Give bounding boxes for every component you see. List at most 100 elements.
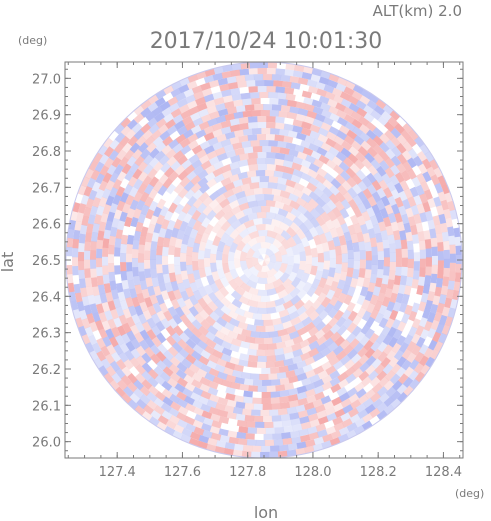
radar-gate	[323, 337, 335, 348]
radar-gate	[265, 212, 277, 220]
radar-gate	[415, 336, 426, 348]
radar-gate	[206, 209, 217, 221]
radar-gate	[212, 167, 224, 178]
radar-gate	[176, 398, 188, 409]
radar-gate	[329, 295, 339, 307]
radar-gate	[239, 302, 251, 312]
radar-gate	[257, 258, 264, 263]
radar-gate	[241, 140, 252, 149]
radar-gate	[158, 154, 170, 166]
radar-gate	[238, 228, 250, 239]
radar-gate	[226, 302, 238, 313]
radar-gate	[66, 246, 73, 257]
radar-gate	[362, 277, 371, 288]
radar-gate	[288, 375, 299, 384]
y-tick-label: 26.6	[32, 218, 61, 233]
radar-gate	[407, 168, 417, 180]
radar-gate	[255, 79, 265, 87]
radar-gate	[148, 157, 160, 168]
radar-gate	[137, 142, 149, 153]
radar-gate	[216, 358, 228, 368]
radar-gate	[408, 370, 419, 381]
radar-gate	[432, 295, 441, 306]
radar-gate	[129, 162, 140, 174]
radar-gate	[432, 215, 441, 226]
radar-gate	[107, 253, 115, 264]
radar-gate	[427, 327, 437, 339]
radar-gate	[238, 295, 250, 306]
radar-gate	[330, 331, 342, 343]
radar-gate	[181, 428, 193, 438]
radar-gate	[236, 419, 247, 428]
radar-gate	[239, 340, 251, 349]
radar-gate	[304, 264, 312, 275]
radar-gate	[419, 193, 429, 204]
radar-gate	[187, 205, 198, 216]
radar-gate	[308, 326, 320, 337]
radar-gate	[287, 443, 298, 451]
radar-gate	[111, 372, 122, 384]
radar-gate	[99, 153, 110, 165]
radar-gate	[328, 391, 340, 401]
radar-gate	[300, 351, 311, 361]
radar-gate	[374, 363, 385, 375]
radar-gate	[216, 259, 223, 270]
radar-gate	[251, 367, 262, 374]
radar-gate	[357, 409, 369, 420]
radar-gate	[102, 137, 114, 149]
radar-gate	[336, 364, 348, 376]
radar-gate	[266, 300, 277, 308]
radar-gate	[198, 325, 209, 336]
radar-gate	[253, 104, 264, 111]
radar-gate	[336, 130, 348, 141]
radar-gate	[282, 160, 294, 169]
radar-gate	[119, 178, 130, 189]
radar-gate	[350, 399, 362, 410]
radar-gate	[221, 70, 232, 79]
radar-gate	[306, 407, 318, 416]
radar-gate	[148, 416, 160, 427]
radar-gate	[292, 380, 304, 389]
radar-gate	[335, 151, 347, 162]
radar-gate	[373, 153, 384, 164]
radar-gate	[315, 423, 327, 432]
radar-gate	[170, 108, 182, 119]
radar-gate	[416, 203, 426, 214]
radar-gate	[423, 347, 434, 359]
radar-gate	[264, 439, 275, 446]
radar-gate	[173, 424, 185, 434]
radar-gate	[290, 174, 302, 184]
radar-gate	[78, 203, 87, 214]
radar-gate	[292, 156, 303, 165]
radar-gate	[238, 159, 249, 168]
radar-gate	[202, 293, 213, 305]
radar-gate	[365, 316, 376, 328]
radar-gate	[364, 219, 374, 230]
radar-gate	[279, 395, 290, 404]
radar-gate	[325, 350, 337, 361]
radar-gate	[248, 230, 260, 240]
radar-gate	[430, 237, 438, 248]
radar-gate	[188, 294, 199, 306]
radar-gate	[307, 85, 319, 95]
radar-gate	[361, 310, 372, 322]
radar-gate	[247, 158, 258, 166]
radar-gate	[237, 171, 248, 180]
radar-gate	[195, 77, 206, 87]
radar-gate	[437, 191, 447, 202]
radar-gate	[209, 393, 220, 403]
radar-gate	[326, 159, 337, 170]
radar-gate	[144, 346, 155, 358]
radar-gate	[153, 180, 164, 192]
radar-gate	[246, 247, 256, 259]
radar-gate	[220, 138, 232, 148]
radar-gate	[291, 137, 303, 146]
radar-gate	[302, 281, 313, 293]
radar-gate	[152, 161, 164, 173]
radar-gate	[363, 112, 375, 123]
radar-gate	[212, 160, 224, 171]
radar-gate	[302, 66, 314, 75]
radar-gate	[280, 413, 291, 422]
radar-gate	[171, 176, 183, 188]
radar-gate	[376, 370, 388, 382]
